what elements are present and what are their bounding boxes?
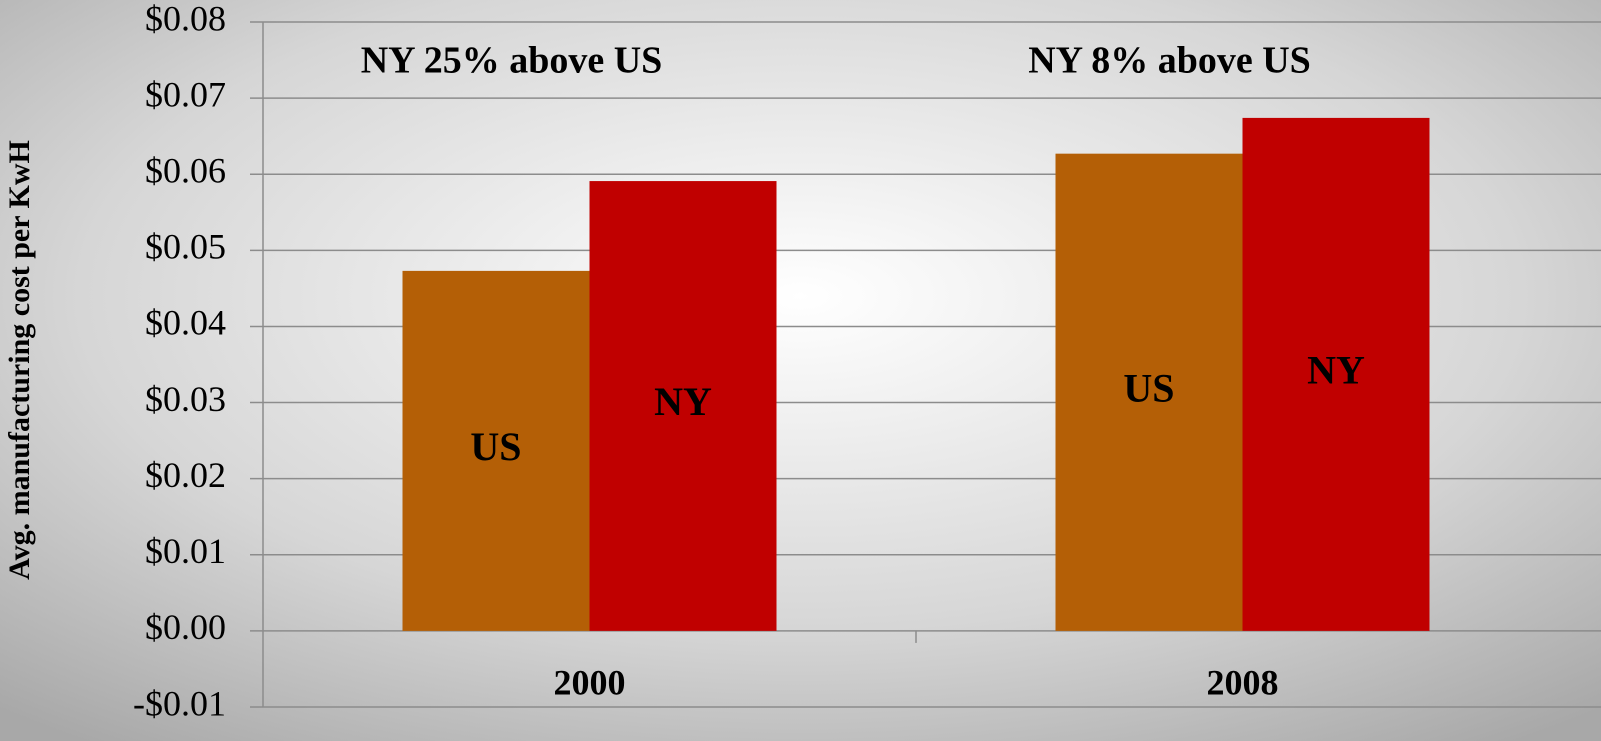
bar [1242, 117, 1430, 631]
x-tick-label: 2008 [1207, 662, 1279, 702]
y-axis-label: Avg. manufacturing cost per KwH [3, 140, 36, 580]
y-tick-label: $0.08 [145, 0, 226, 38]
bar-series-label: US [470, 424, 521, 469]
y-tick-label: -$0.01 [133, 683, 226, 723]
y-tick-label: $0.06 [145, 150, 226, 190]
y-tick-label: $0.04 [145, 303, 226, 343]
bar [589, 181, 777, 631]
y-tick-label: $0.02 [145, 455, 226, 495]
y-tick-label: $0.00 [145, 607, 226, 647]
x-tick-label: 2000 [554, 662, 626, 702]
bar-series-label: NY [654, 379, 712, 424]
annotation: NY 25% above US [361, 40, 663, 82]
bar [402, 270, 590, 631]
y-tick-label: $0.01 [145, 531, 226, 571]
y-tick-label: $0.07 [145, 74, 226, 114]
bar-series-label: US [1123, 365, 1174, 410]
y-tick-label: $0.03 [145, 379, 226, 419]
y-tick-label: $0.05 [145, 227, 226, 267]
bar [1055, 153, 1243, 631]
bar-series-label: NY [1307, 348, 1365, 393]
annotation: NY 8% above US [1028, 40, 1311, 82]
